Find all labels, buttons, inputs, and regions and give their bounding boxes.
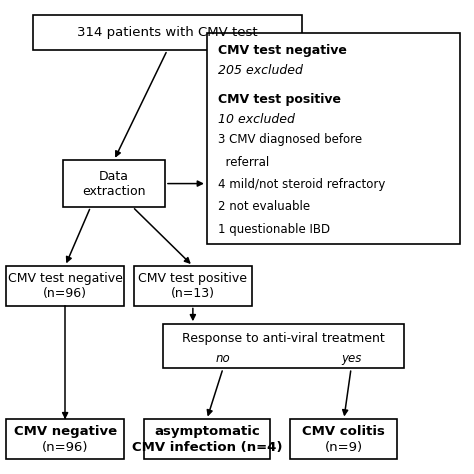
Text: asymptomatic: asymptomatic <box>154 426 260 438</box>
Text: referral: referral <box>219 156 270 169</box>
FancyBboxPatch shape <box>291 419 397 459</box>
Text: 2 not evaluable: 2 not evaluable <box>219 201 310 213</box>
Text: CMV test positive: CMV test positive <box>219 93 341 106</box>
Text: yes: yes <box>341 352 361 365</box>
Text: (n=9): (n=9) <box>325 441 363 454</box>
FancyBboxPatch shape <box>6 266 124 306</box>
Text: 4 mild/not steroid refractory: 4 mild/not steroid refractory <box>219 178 386 191</box>
Text: Data
extraction: Data extraction <box>82 170 146 198</box>
Text: 10 excluded: 10 excluded <box>219 112 295 126</box>
Text: 3 CMV diagnosed before: 3 CMV diagnosed before <box>219 133 363 146</box>
FancyBboxPatch shape <box>207 33 460 244</box>
Text: Response to anti-viral treatment: Response to anti-viral treatment <box>182 332 385 345</box>
Text: no: no <box>216 352 230 365</box>
Text: CMV test negative: CMV test negative <box>219 44 347 57</box>
Text: 205 excluded: 205 excluded <box>219 64 303 77</box>
Text: CMV infection (n=4): CMV infection (n=4) <box>132 441 282 454</box>
Text: CMV test negative
(n=96): CMV test negative (n=96) <box>8 272 123 300</box>
Text: 314 patients with CMV test: 314 patients with CMV test <box>77 26 258 39</box>
Text: CMV test positive
(n=13): CMV test positive (n=13) <box>138 272 247 300</box>
Text: CMV negative: CMV negative <box>14 426 117 438</box>
Text: (n=96): (n=96) <box>42 441 88 454</box>
FancyBboxPatch shape <box>144 419 270 459</box>
FancyBboxPatch shape <box>163 324 404 368</box>
Text: 1 questionable IBD: 1 questionable IBD <box>219 223 330 236</box>
FancyBboxPatch shape <box>63 160 165 207</box>
FancyBboxPatch shape <box>134 266 252 306</box>
FancyBboxPatch shape <box>6 419 124 459</box>
Text: CMV colitis: CMV colitis <box>302 426 385 438</box>
FancyBboxPatch shape <box>33 15 302 50</box>
